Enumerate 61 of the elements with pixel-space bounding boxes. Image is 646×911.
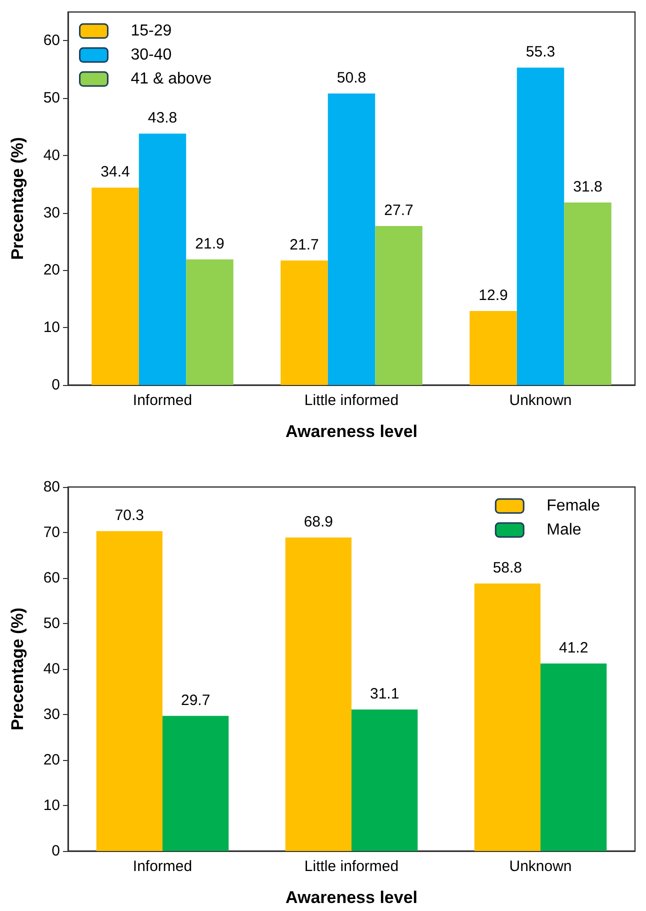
bar: [186, 259, 234, 385]
bar: [328, 93, 376, 385]
data-label: 34.4: [100, 164, 130, 181]
bar: [470, 310, 517, 385]
bar: [280, 260, 328, 385]
data-label: 29.7: [180, 692, 210, 709]
bar: [564, 202, 612, 385]
y-tick-label: 10: [43, 797, 60, 814]
y-axis-title: Precentage (%): [8, 137, 27, 260]
y-tick-label: 20: [43, 752, 60, 768]
y-tick-label: 40: [43, 660, 60, 678]
y-tick-label: 0: [52, 842, 60, 860]
data-label: 21.7: [290, 236, 319, 254]
data-label: 12.9: [478, 286, 508, 304]
legend-label: 30-40: [130, 46, 172, 64]
data-label: 58.8: [492, 559, 522, 576]
y-tick-label: 60: [43, 570, 60, 586]
y-tick-label: 20: [43, 262, 60, 279]
data-label: 43.8: [148, 110, 178, 127]
bar: [162, 716, 229, 851]
bar: [352, 709, 418, 851]
x-tick-label: Unknown: [509, 392, 572, 409]
y-tick-label: 60: [43, 32, 60, 50]
y-axis-title: Precentage (%): [8, 608, 27, 730]
legend-label: 41 & above: [130, 70, 212, 88]
x-tick-label: Little informed: [304, 858, 399, 875]
legend-label: Female: [546, 498, 600, 514]
x-tick-label: Informed: [132, 858, 192, 875]
bar: [96, 531, 162, 851]
data-label: 41.2: [558, 640, 588, 657]
data-label: 21.9: [195, 235, 224, 252]
data-label: 70.3: [114, 507, 144, 524]
y-tick-label: 50: [43, 90, 60, 107]
data-label: 55.3: [526, 44, 556, 61]
y-tick-label: 10: [43, 319, 60, 336]
x-tick-label: Informed: [132, 392, 192, 409]
y-tick-label: 50: [43, 615, 60, 632]
bar: [138, 134, 186, 385]
data-label: 31.1: [370, 685, 400, 702]
bar: [516, 68, 564, 385]
data-label: 27.7: [384, 202, 414, 220]
x-tick-label: Unknown: [509, 858, 572, 875]
y-tick-label: 40: [43, 146, 60, 164]
data-label: 68.9: [304, 514, 334, 531]
x-axis-title: Awareness level: [286, 888, 418, 907]
y-tick-label: 30: [43, 204, 60, 222]
bar: [540, 664, 607, 851]
bar: [285, 538, 352, 851]
legend-label: Male: [546, 522, 582, 538]
y-tick-label: 70: [43, 524, 60, 541]
bar: [375, 226, 422, 385]
x-axis-title: Awareness level: [286, 422, 418, 441]
data-label: 50.8: [336, 69, 366, 86]
bar: [474, 583, 540, 851]
x-tick-label: Little informed: [304, 392, 399, 409]
legend-label: 15-29: [130, 22, 172, 40]
bar: [92, 188, 139, 385]
y-tick-label: 80: [43, 478, 60, 496]
data-label: 31.8: [573, 178, 602, 196]
y-tick-label: 30: [43, 706, 60, 723]
y-tick-label: 0: [52, 376, 60, 394]
